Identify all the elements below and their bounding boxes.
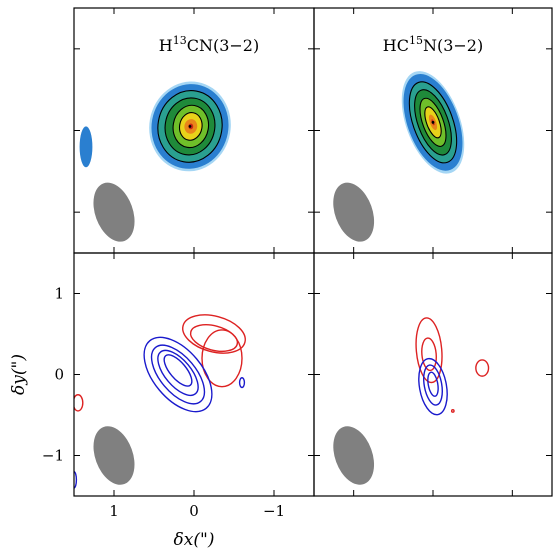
y-axis-label: δy("): [9, 354, 29, 395]
red-contour-0: [415, 317, 443, 384]
x-tick-label: 1: [109, 502, 119, 520]
y-tick-label: 0: [54, 366, 64, 384]
blue-contour-1: [423, 364, 443, 406]
emission-blob-0: [79, 126, 93, 168]
red-contour-3: [450, 409, 455, 413]
peak-marker: [188, 125, 192, 128]
y-tick-label: −1: [42, 447, 64, 465]
red-contour-0: [182, 314, 246, 354]
blue-contour-4: [238, 377, 246, 389]
panel-h13cn-moment0: [79, 81, 231, 242]
blue-contour-3: [163, 354, 193, 387]
red-contour-1: [189, 324, 239, 353]
x-axis-label: δx("): [174, 530, 215, 550]
panel-h13cn-channels: [74, 314, 246, 489]
blue-contour-1: [150, 344, 206, 405]
beam-ellipse: [93, 426, 135, 485]
blue-contour-2: [427, 371, 439, 397]
red-contour-1: [421, 337, 437, 372]
panel-title: H13CN(3−2): [159, 34, 259, 55]
x-tick-label: 0: [189, 502, 199, 520]
panel-hc15n-moment0: [333, 71, 465, 242]
blue-contour-5: [74, 471, 78, 489]
red-contour-2: [475, 359, 490, 377]
red-contour-3: [74, 394, 84, 412]
peak-marker: [431, 120, 435, 124]
panel-title: HC15N(3−2): [383, 34, 483, 55]
beam-ellipse: [333, 426, 375, 485]
beam-ellipse: [93, 182, 135, 242]
beam-ellipse: [333, 182, 375, 242]
blue-contour-0: [418, 357, 448, 416]
panel-hc15n-channels: [333, 317, 490, 485]
red-contour-2: [201, 329, 243, 388]
blue-contour-0: [143, 336, 213, 413]
x-tick-label: −1: [263, 502, 285, 520]
blue-contour-2: [157, 349, 199, 397]
y-tick-label: 1: [54, 285, 64, 303]
